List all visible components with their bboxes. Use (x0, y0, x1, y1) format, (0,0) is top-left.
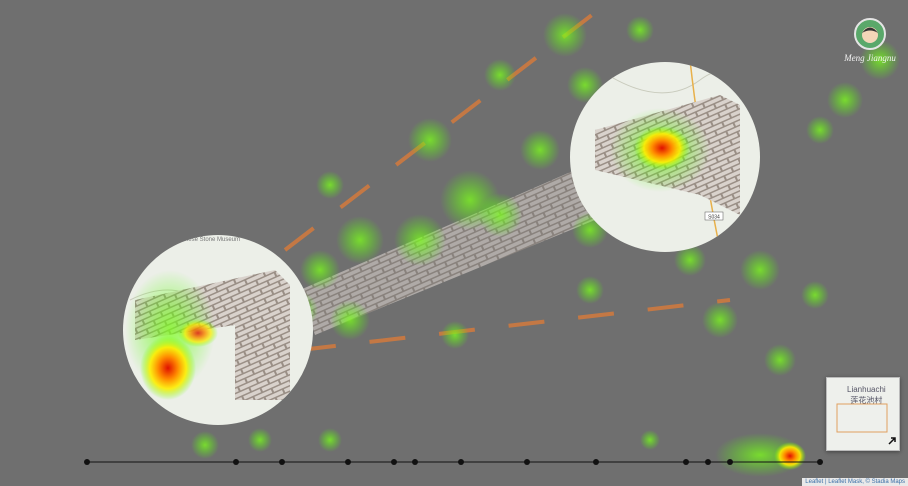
timeline-stop[interactable] (345, 459, 351, 465)
lens-content: Chinese Stone Museum (125, 237, 290, 400)
minimap-canvas (836, 403, 896, 445)
heat-spot (806, 116, 834, 144)
heat-spot (764, 344, 796, 376)
heat-spot (318, 428, 342, 452)
heat-spot (860, 40, 900, 80)
heat-spot (441, 321, 469, 349)
heat-spot (626, 16, 654, 44)
minimap-viewport (836, 403, 888, 433)
road-shield (704, 211, 724, 221)
timeline-stop[interactable] (233, 459, 239, 465)
heat-spot (543, 13, 587, 57)
heat-spot (178, 319, 218, 347)
timeline-stop[interactable] (412, 459, 418, 465)
route-arrows (283, 3, 731, 352)
lens-content: S034 (595, 62, 760, 251)
timeline-stop[interactable] (279, 459, 285, 465)
heat-spot (330, 300, 370, 340)
heat-spot (140, 336, 196, 400)
attribution: Leaflet | Leaflet Mask, © Stadia Maps (802, 478, 908, 486)
heat-spot (827, 82, 863, 118)
heat-spot (674, 244, 706, 276)
minimap-place-local: 莲花池村 (850, 396, 883, 405)
user-badge[interactable]: Meng Jiangnu (840, 18, 900, 63)
timeline (84, 459, 823, 465)
arrow (299, 298, 731, 352)
avatar-hair (862, 27, 878, 33)
heat-spot (478, 193, 522, 237)
heat-spot (191, 431, 219, 459)
heat-spot (520, 130, 560, 170)
heat-spot (634, 126, 690, 170)
user-name: Meng Jiangnu (844, 53, 896, 63)
timeline-stop[interactable] (683, 459, 689, 465)
timeline-stop[interactable] (705, 459, 711, 465)
timeline-stop[interactable] (727, 459, 733, 465)
heat-spot (316, 171, 344, 199)
minimap-label: Lianhuachi 莲花池村 (847, 384, 886, 406)
heat-spot (640, 430, 660, 450)
timeline-stop[interactable] (524, 459, 530, 465)
heat-spot (576, 276, 604, 304)
heat-spot (300, 250, 340, 290)
timeline-stop[interactable] (593, 459, 599, 465)
minimap-place: Lianhuachi (847, 385, 886, 394)
heat-spot (702, 302, 738, 338)
heat-layer (191, 13, 900, 477)
timeline-stop[interactable] (458, 459, 464, 465)
heat-spot (248, 428, 272, 452)
timeline-stop[interactable] (817, 459, 823, 465)
heat-spot (408, 118, 452, 162)
minimap-toggle[interactable] (888, 437, 896, 445)
map-label: Chinese Stone Museum (176, 237, 240, 243)
heat-spot (740, 250, 780, 290)
timeline-stops (84, 459, 823, 465)
avatar[interactable] (854, 18, 886, 50)
heat-spot (801, 281, 829, 309)
heat-spot (774, 442, 806, 470)
timeline-stop[interactable] (391, 459, 397, 465)
minimap[interactable]: Lianhuachi 莲花池村 (826, 377, 900, 451)
heat-spot (394, 214, 446, 266)
timeline-stop[interactable] (84, 459, 90, 465)
heat-spot (484, 59, 516, 91)
road-label: S034 (708, 214, 720, 220)
heat-spot (336, 216, 384, 264)
